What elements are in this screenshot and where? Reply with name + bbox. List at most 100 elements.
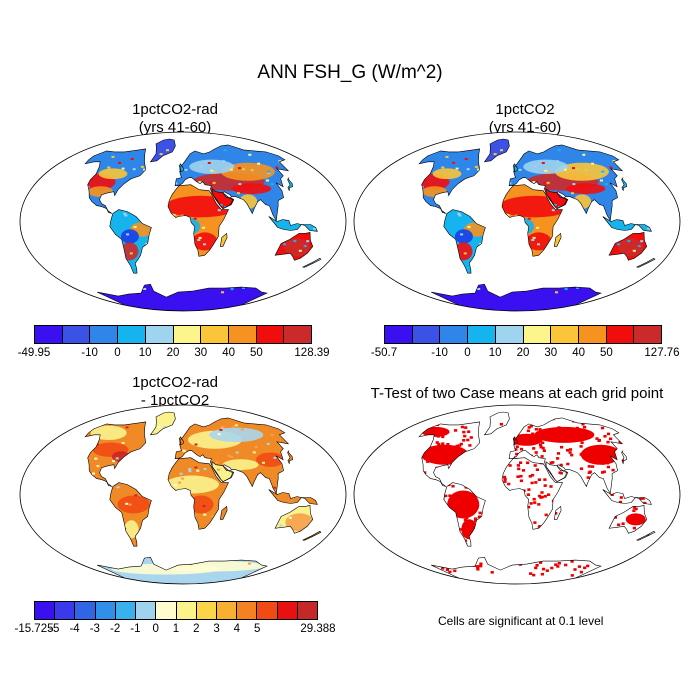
grid-cell — [90, 179, 94, 181]
significant-cell — [634, 507, 638, 511]
grid-cell — [121, 167, 125, 170]
significant-region — [510, 433, 543, 446]
significant-cell — [515, 452, 519, 456]
significant-cell — [540, 572, 544, 576]
grid-cell — [600, 179, 603, 182]
coastline — [636, 530, 656, 541]
significant-cell — [647, 419, 652, 422]
grid-cell — [55, 150, 58, 152]
grid-cell — [37, 270, 40, 272]
coastline — [602, 489, 652, 505]
coastline — [483, 411, 510, 436]
grid-cell — [331, 438, 334, 440]
coastline — [431, 283, 602, 311]
colorbar-labels-ctl: -50.7 -10 0 10 20 30 40 50 127.76 — [371, 347, 680, 361]
grid-cell — [337, 567, 340, 569]
grid-cell — [288, 516, 292, 519]
colorbar-tick-label: 30 — [194, 347, 208, 359]
grid-cell — [262, 461, 265, 464]
significant-cell — [437, 442, 441, 446]
significant-cell — [459, 528, 463, 531]
significant-cell — [353, 551, 356, 554]
grid-cell — [237, 192, 240, 195]
land-uk — [513, 163, 518, 172]
significant-cell — [570, 560, 574, 563]
significant-cell — [435, 441, 439, 444]
coastline — [97, 283, 268, 311]
significant-cell — [502, 475, 507, 479]
significant-cell — [641, 567, 645, 570]
colorbar-swatch — [412, 326, 441, 343]
map-panel-diff — [19, 404, 347, 585]
grid-cell — [69, 294, 72, 296]
field-patch — [432, 168, 462, 180]
field-patch — [526, 232, 552, 251]
significant-cell — [587, 471, 591, 474]
significant-cell — [639, 497, 643, 500]
significant-cell — [537, 525, 541, 528]
significant-cell — [556, 452, 561, 455]
significant-cell — [671, 540, 674, 543]
coastline — [178, 436, 185, 446]
colorbar-swatch — [55, 602, 76, 619]
grid-cell — [318, 290, 321, 293]
grid-cell — [140, 165, 144, 168]
colorbar-swatch — [115, 602, 137, 619]
significant-cell — [464, 426, 468, 429]
grid-cell — [601, 170, 605, 173]
significant-cell — [653, 572, 655, 576]
significant-cell — [654, 563, 655, 567]
grid-cell — [60, 422, 63, 424]
significant-cell — [527, 505, 531, 509]
significant-cell — [617, 523, 621, 527]
grid-cell — [197, 239, 201, 241]
colorbar-tick-label: 40 — [572, 347, 585, 359]
significant-cell — [577, 565, 581, 568]
grid-cell — [364, 150, 367, 152]
panel-title-diff-line1: 1pctCO2-rad — [132, 374, 218, 391]
colorbar-tick-label: -2 — [110, 623, 121, 635]
grid-cell — [336, 562, 339, 564]
significant-cell — [444, 494, 448, 498]
significant-cell — [540, 491, 544, 494]
coastline — [553, 232, 562, 247]
land-madagascar — [220, 233, 228, 247]
grid-cell — [363, 177, 366, 179]
significant-cell — [540, 455, 544, 458]
colorbar-swatch — [35, 326, 63, 343]
grid-cell — [299, 427, 303, 430]
grid-cell — [284, 292, 288, 295]
significant-cell — [455, 444, 459, 448]
grid-cell — [339, 169, 342, 171]
figure-title: ANN FSH_G (W/m^2) — [257, 62, 443, 83]
grid-cell — [604, 183, 608, 186]
colorbar-swatch — [62, 326, 91, 343]
grid-cell — [266, 179, 269, 182]
colorbar-tick-label: 20 — [166, 347, 180, 359]
significant-cell — [597, 438, 601, 442]
grid-cell — [33, 422, 36, 424]
grid-cell — [321, 156, 324, 158]
significant-cell — [621, 566, 625, 570]
grid-cell — [42, 275, 45, 277]
land-uk — [179, 163, 184, 172]
significant-cell — [529, 424, 533, 428]
land-greenland — [484, 412, 510, 435]
coastline — [97, 556, 268, 584]
grid-cell — [23, 183, 26, 185]
significant-cell — [446, 443, 450, 446]
colorbar-swatch — [634, 326, 662, 343]
significant-cell — [369, 444, 372, 447]
grid-cell — [313, 279, 317, 282]
significant-cell — [530, 473, 535, 477]
significant-cell — [519, 447, 524, 451]
colorbar-swatch — [216, 602, 238, 619]
grid-cell — [303, 245, 307, 248]
significant-cell — [681, 475, 682, 478]
grid-cell — [273, 456, 277, 459]
significant-cell — [459, 442, 463, 446]
land-antarctica — [97, 284, 267, 311]
significant-cell — [610, 493, 614, 496]
significant-cell — [591, 465, 595, 468]
coastline — [302, 257, 322, 268]
